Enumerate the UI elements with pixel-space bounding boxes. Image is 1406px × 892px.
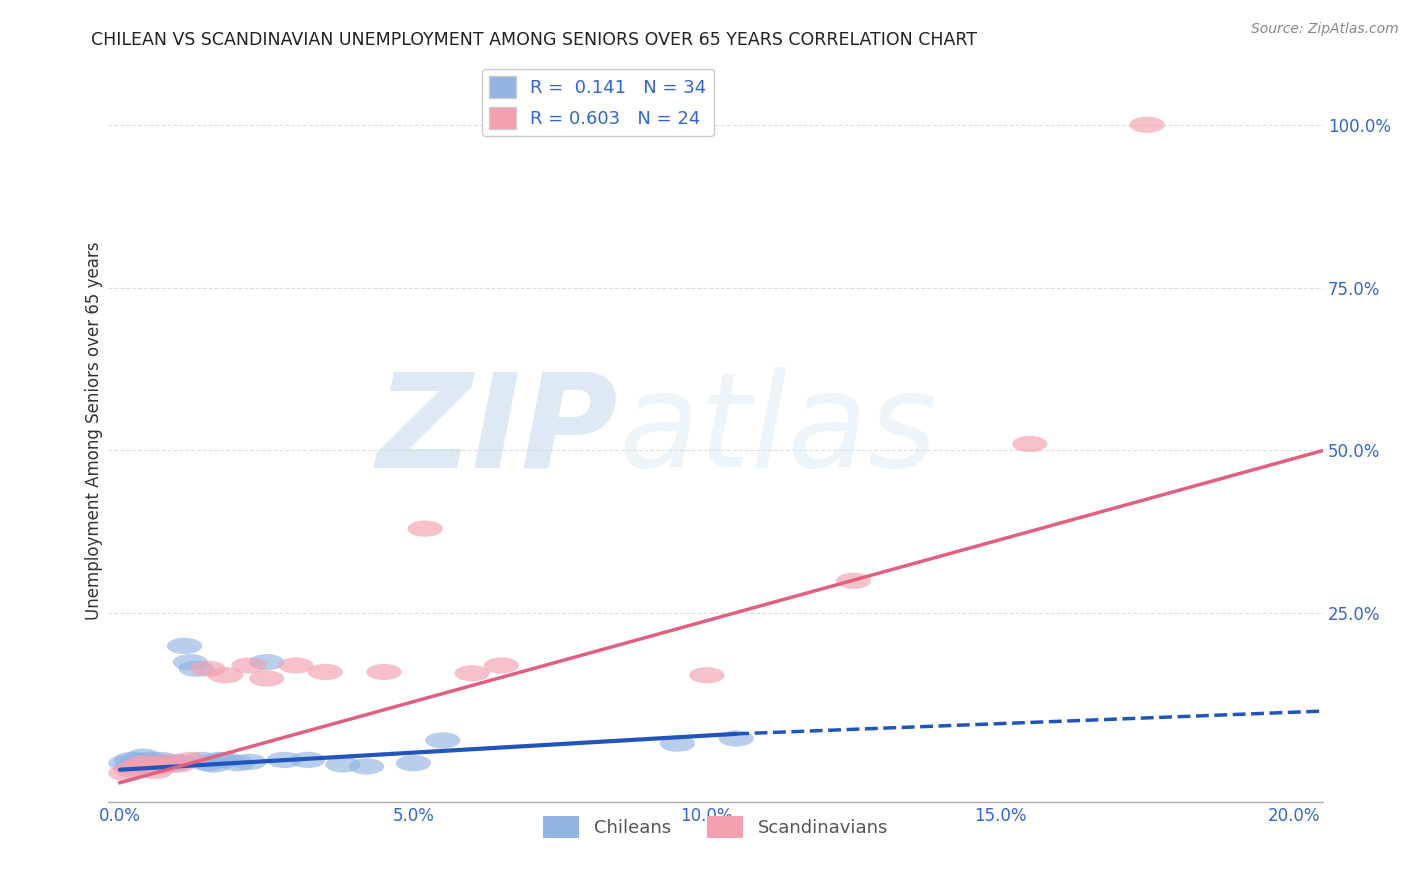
Ellipse shape <box>125 754 162 770</box>
Ellipse shape <box>120 756 155 772</box>
Ellipse shape <box>718 731 754 747</box>
Ellipse shape <box>120 752 155 768</box>
Ellipse shape <box>114 758 149 774</box>
Ellipse shape <box>425 732 460 748</box>
Ellipse shape <box>190 661 225 677</box>
Ellipse shape <box>167 638 202 654</box>
Ellipse shape <box>114 762 149 778</box>
Ellipse shape <box>208 667 243 683</box>
Ellipse shape <box>249 671 284 687</box>
Ellipse shape <box>219 755 254 772</box>
Text: ZIP: ZIP <box>377 368 619 494</box>
Ellipse shape <box>308 664 343 680</box>
Ellipse shape <box>659 736 695 752</box>
Ellipse shape <box>143 758 179 774</box>
Ellipse shape <box>138 754 173 770</box>
Ellipse shape <box>173 654 208 671</box>
Ellipse shape <box>138 756 173 772</box>
Ellipse shape <box>125 748 162 764</box>
Ellipse shape <box>132 756 167 772</box>
Ellipse shape <box>179 661 214 677</box>
Ellipse shape <box>349 758 384 774</box>
Ellipse shape <box>232 657 267 673</box>
Ellipse shape <box>197 756 232 772</box>
Ellipse shape <box>202 752 238 768</box>
Ellipse shape <box>108 755 143 772</box>
Ellipse shape <box>173 752 208 768</box>
Ellipse shape <box>143 752 179 768</box>
Ellipse shape <box>108 764 143 781</box>
Ellipse shape <box>132 752 167 768</box>
Text: atlas: atlas <box>619 368 938 494</box>
Ellipse shape <box>249 654 284 671</box>
Ellipse shape <box>232 754 267 770</box>
Ellipse shape <box>408 521 443 537</box>
Ellipse shape <box>149 754 184 770</box>
Ellipse shape <box>155 756 190 772</box>
Ellipse shape <box>208 752 243 768</box>
Ellipse shape <box>114 752 149 768</box>
Ellipse shape <box>267 752 302 768</box>
Ellipse shape <box>1012 436 1047 452</box>
Ellipse shape <box>367 664 402 680</box>
Ellipse shape <box>325 756 360 772</box>
Ellipse shape <box>184 752 219 768</box>
Ellipse shape <box>290 752 325 768</box>
Ellipse shape <box>125 755 162 772</box>
Ellipse shape <box>162 756 197 772</box>
Y-axis label: Unemployment Among Seniors over 65 years: Unemployment Among Seniors over 65 years <box>86 242 103 620</box>
Ellipse shape <box>138 763 173 779</box>
Ellipse shape <box>454 665 489 681</box>
Ellipse shape <box>395 755 432 772</box>
Ellipse shape <box>689 667 724 683</box>
Ellipse shape <box>1129 117 1164 133</box>
Ellipse shape <box>278 657 314 673</box>
Ellipse shape <box>132 755 167 772</box>
Text: Source: ZipAtlas.com: Source: ZipAtlas.com <box>1251 22 1399 37</box>
Ellipse shape <box>120 758 155 774</box>
Ellipse shape <box>837 573 872 589</box>
Ellipse shape <box>190 755 225 772</box>
Legend: Chileans, Scandinavians: Chileans, Scandinavians <box>536 809 896 846</box>
Ellipse shape <box>149 755 184 772</box>
Text: CHILEAN VS SCANDINAVIAN UNEMPLOYMENT AMONG SENIORS OVER 65 YEARS CORRELATION CHA: CHILEAN VS SCANDINAVIAN UNEMPLOYMENT AMO… <box>91 31 977 49</box>
Ellipse shape <box>162 754 197 770</box>
Ellipse shape <box>484 657 519 673</box>
